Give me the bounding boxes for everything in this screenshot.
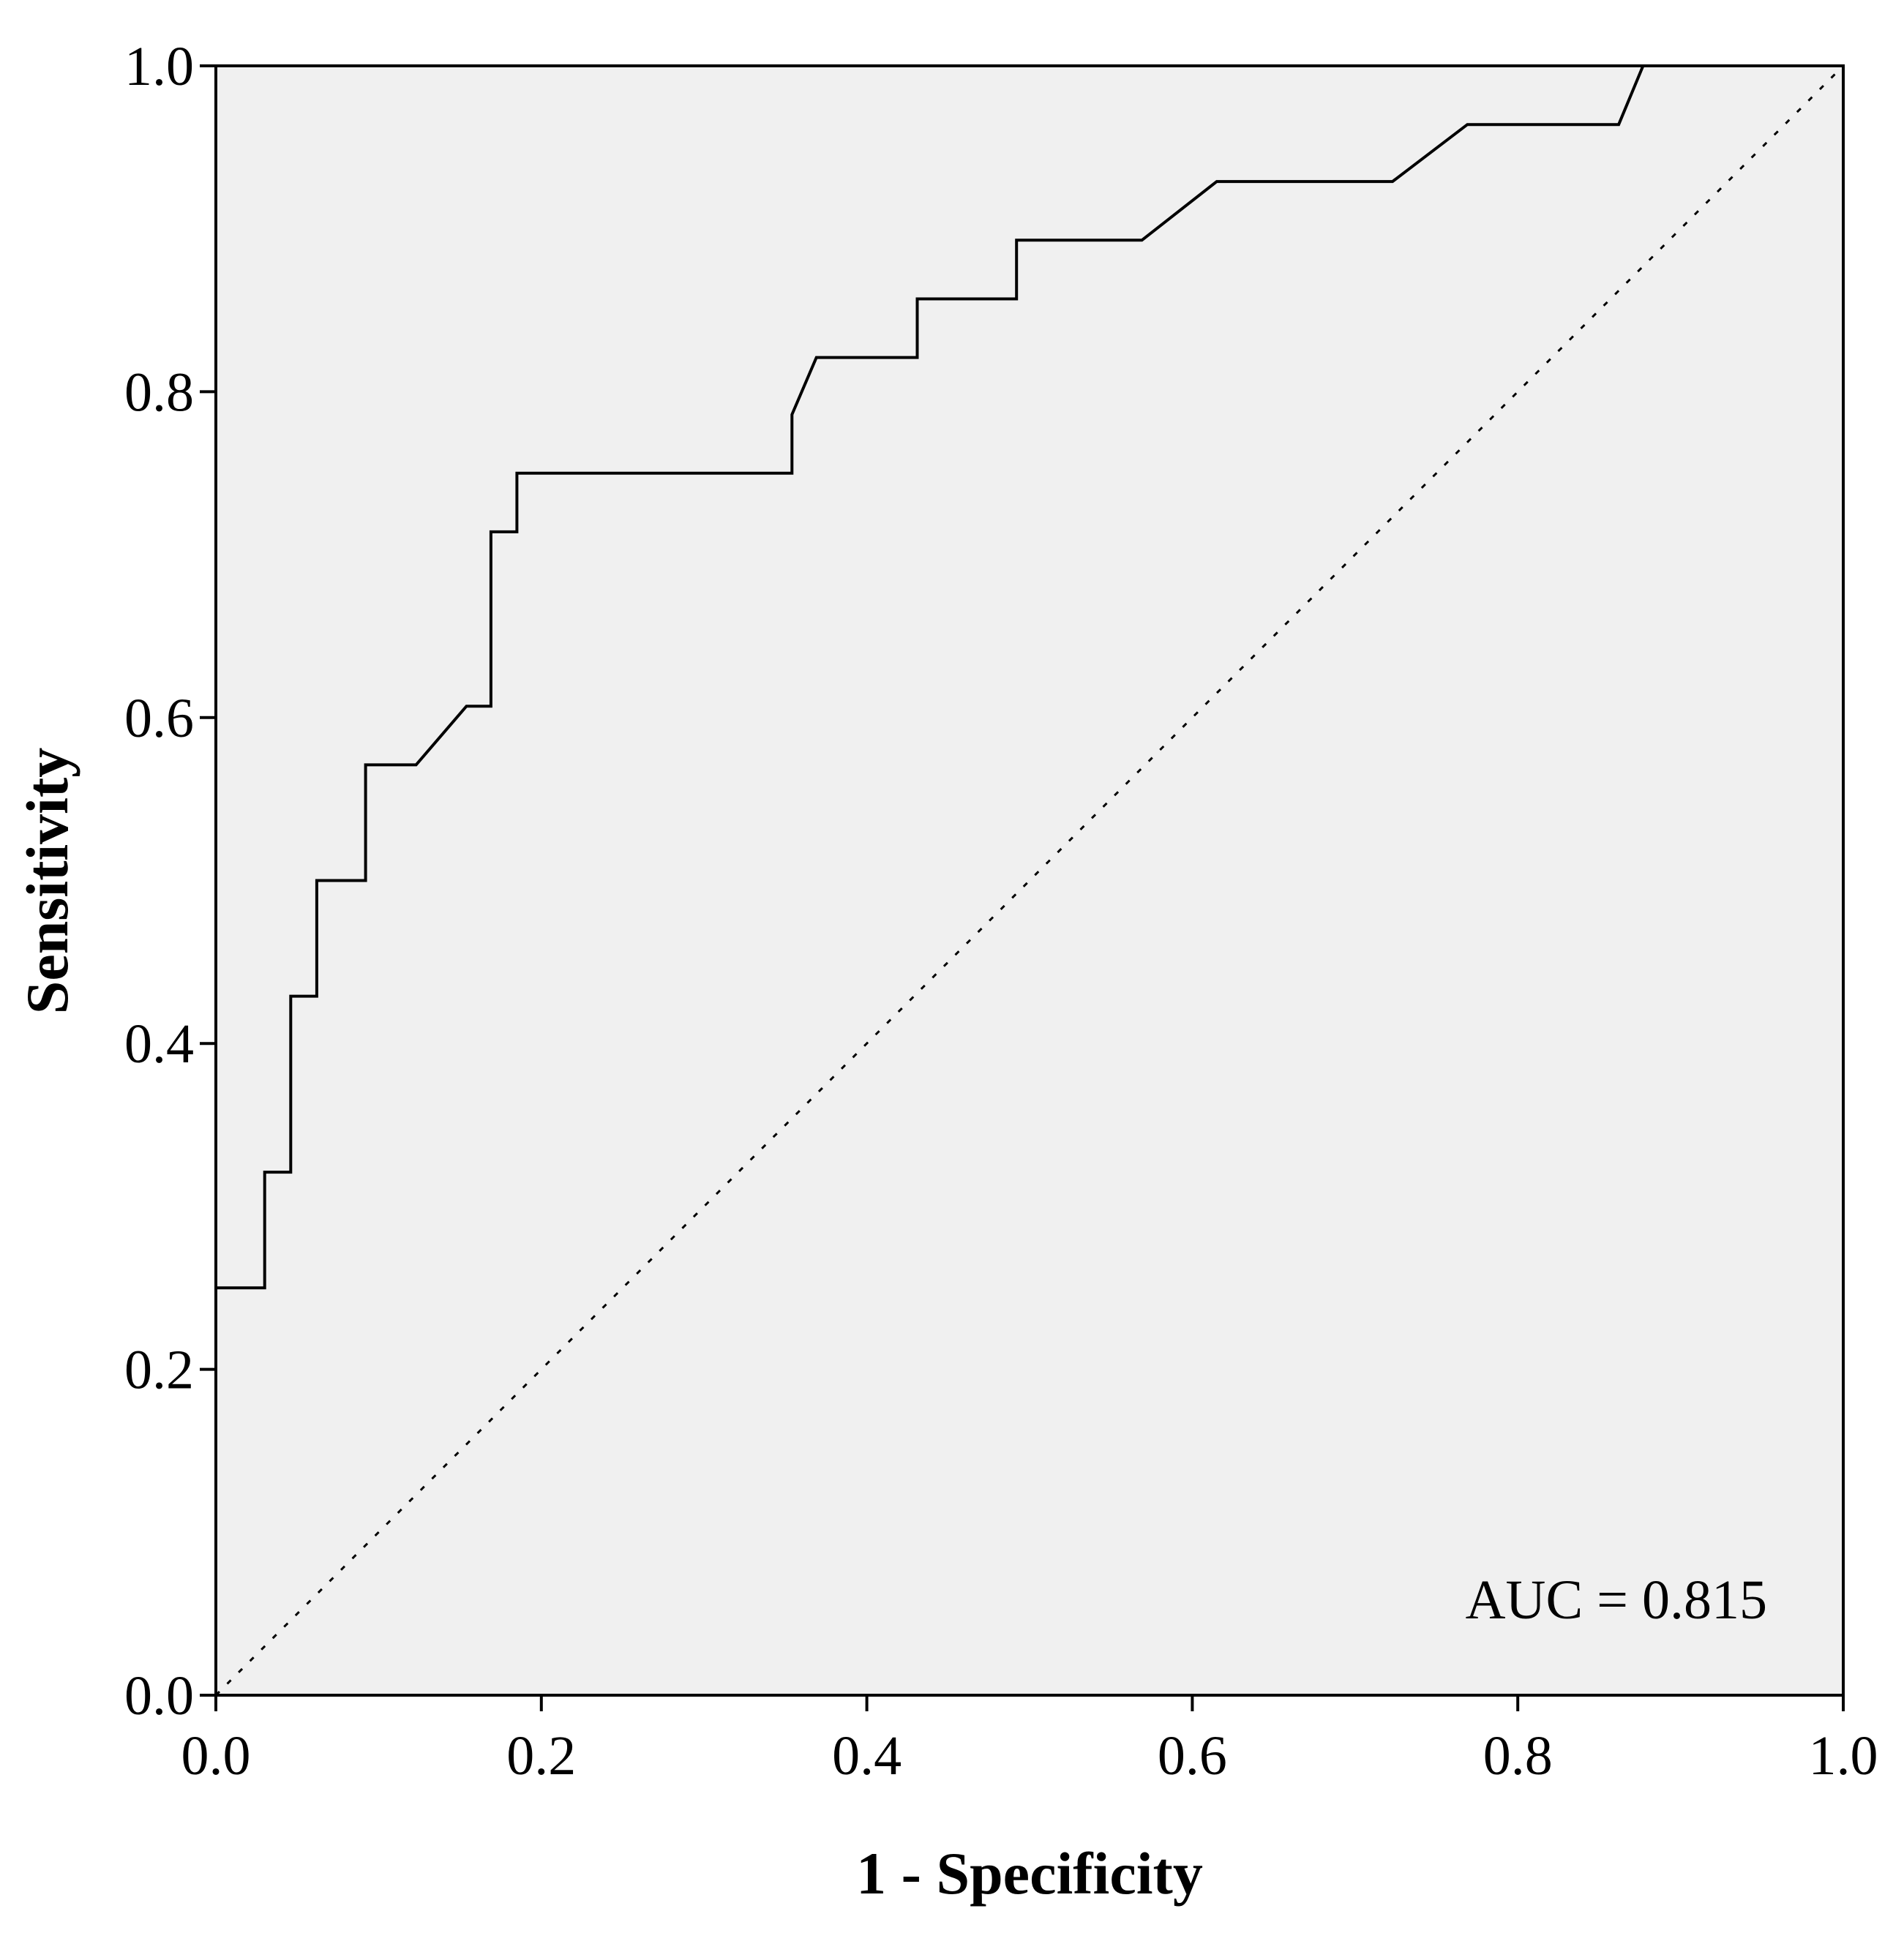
x-axis-ticks: 0.0 0.2 0.4 0.6 0.8 1.0 xyxy=(181,1695,1878,1787)
series-layer xyxy=(214,64,1845,1697)
x-tick-label: 1.0 xyxy=(1809,1725,1878,1787)
reference-diagonal-line xyxy=(214,64,1845,1697)
y-tick-label: 0.2 xyxy=(124,1340,194,1401)
x-axis-title: 1 - Specificity xyxy=(856,1840,1203,1907)
x-tick-label: 0.2 xyxy=(506,1725,576,1787)
y-tick-label: 0.4 xyxy=(124,1013,194,1075)
x-tick-label: 0.4 xyxy=(832,1725,902,1787)
y-tick-label: 0.0 xyxy=(124,1665,194,1727)
y-axis-title: Sensitivity xyxy=(14,748,80,1014)
roc-curve-line xyxy=(214,64,1843,1695)
plot-frame xyxy=(214,64,1845,1697)
x-tick-label: 0.8 xyxy=(1483,1725,1553,1787)
auc-annotation: AUC = 0.815 xyxy=(1466,1569,1767,1631)
x-tick-label: 0.0 xyxy=(181,1725,251,1787)
y-axis-ticks: 0.0 0.2 0.4 0.6 0.8 1.0 xyxy=(124,36,216,1727)
plot-area-background xyxy=(216,66,1843,1695)
x-tick-label: 0.6 xyxy=(1158,1725,1227,1787)
y-tick-label: 0.6 xyxy=(124,688,194,749)
y-tick-label: 0.8 xyxy=(124,361,194,423)
y-tick-label: 1.0 xyxy=(124,36,194,97)
